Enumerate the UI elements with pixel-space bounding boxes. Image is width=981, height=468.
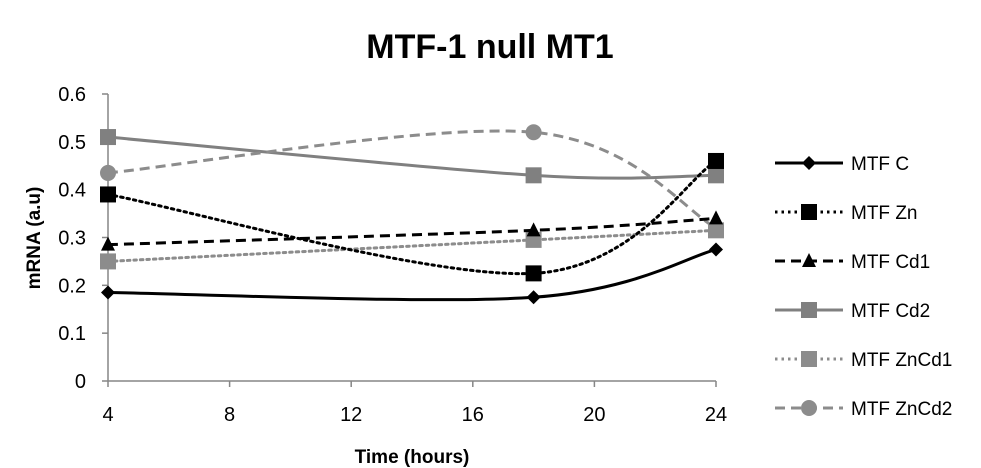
- series-line: [106, 159, 718, 276]
- x-tick-label: 16: [462, 404, 484, 426]
- y-tick-label: 0.1: [58, 323, 86, 345]
- legend-marker: [801, 302, 817, 318]
- series-line: [106, 228, 718, 263]
- chart-title: MTF-1 null MT1: [366, 28, 613, 66]
- data-point: [100, 129, 116, 146]
- legend-item: MTF Cd2: [775, 301, 930, 322]
- legend-marker: [801, 400, 817, 416]
- legend-label: MTF C: [851, 154, 909, 175]
- data-point: [525, 265, 542, 282]
- y-axis-label: mRNA (a.u): [24, 187, 45, 290]
- series-mtf-cd1: [101, 210, 723, 251]
- data-point: [100, 253, 116, 270]
- x-tick-label: 12: [340, 404, 362, 426]
- series-mtf-cd2: [100, 129, 724, 184]
- x-tick-label: 4: [102, 404, 113, 426]
- legend-marker: [801, 204, 817, 220]
- legend-label: MTF ZnCd1: [851, 350, 952, 371]
- y-tick-label: 0.3: [58, 228, 86, 250]
- legend: MTF C MTF Zn MTF Cd1 MTF Cd2 MTF ZnCd1 MTF Zn…: [775, 154, 952, 420]
- legend-label: MTF ZnCd2: [851, 399, 952, 420]
- series-line: [107, 129, 717, 230]
- y-tick-label: 0.6: [58, 84, 86, 106]
- y-tick-label: 0.2: [58, 275, 86, 297]
- legend-label: MTF Cd2: [851, 301, 930, 322]
- y-tick-label: 0.4: [58, 180, 86, 202]
- data-point: [709, 210, 723, 225]
- legend-label: MTF Zn: [851, 203, 918, 224]
- data-point: [526, 290, 541, 305]
- legend-item: MTF Zn: [775, 203, 918, 224]
- series-layer: [100, 124, 724, 305]
- data-point: [101, 285, 115, 300]
- data-point: [526, 222, 541, 237]
- data-point: [708, 167, 724, 184]
- x-tick-label: 24: [705, 404, 727, 426]
- legend-marker: [802, 156, 816, 170]
- data-point: [708, 222, 724, 239]
- legend-item: MTF Cd1: [775, 252, 930, 273]
- data-point: [709, 242, 723, 257]
- data-point: [525, 124, 542, 141]
- data-point: [101, 236, 115, 251]
- legend-marker: [802, 253, 816, 267]
- series-mtf-zncd2: [100, 124, 724, 236]
- x-tick-label: 20: [583, 404, 605, 426]
- legend-label: MTF Cd1: [851, 252, 930, 273]
- y-tick-label: 0.5: [58, 132, 86, 154]
- axes: 0 0.1 0.2 0.3 0.4 0.5 0.6 4 8 12 16 20 24: [58, 84, 727, 426]
- legend-marker: [801, 351, 817, 367]
- series-mtf-zn: [100, 152, 724, 282]
- x-axis-label: Time (hours): [355, 447, 470, 468]
- series-mtf-c: [101, 242, 723, 305]
- series-line: [107, 248, 717, 302]
- series-line: [107, 216, 717, 247]
- data-point: [525, 167, 542, 184]
- series-line: [107, 135, 717, 180]
- x-tick-label: 8: [224, 404, 235, 426]
- data-point: [100, 186, 116, 203]
- y-tick-label: 0: [75, 371, 86, 393]
- data-point: [708, 152, 724, 169]
- legend-item: MTF C: [775, 154, 909, 175]
- legend-item: MTF ZnCd2: [775, 399, 952, 420]
- data-point: [100, 164, 116, 181]
- legend-item: MTF ZnCd1: [775, 350, 952, 371]
